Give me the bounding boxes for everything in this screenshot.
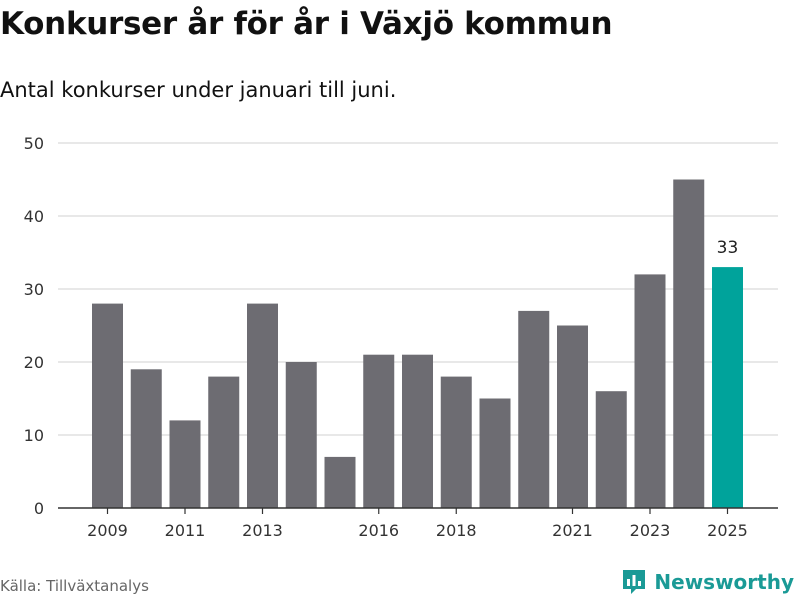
data-label: 33: [717, 238, 739, 258]
bar-2015: [324, 456, 356, 508]
x-tick-label: 2025: [707, 521, 748, 540]
y-tick-label: 30: [24, 280, 44, 299]
x-tick-label: 2023: [630, 521, 671, 540]
bar-2009: [92, 303, 123, 508]
bar-2024: [673, 179, 705, 508]
bar-2023: [634, 274, 666, 508]
y-tick-label: 0: [34, 499, 44, 518]
source-note: Källa: Tillväxtanalys: [0, 577, 149, 595]
x-tick-label: 2016: [358, 521, 399, 540]
chart-subtitle: Antal konkurser under januari till juni.: [0, 78, 397, 102]
bar-2016: [363, 354, 395, 508]
bar-2020: [518, 310, 550, 508]
x-tick-label: 2013: [242, 521, 283, 540]
bar-2013: [247, 303, 278, 508]
bar-2025: [712, 267, 743, 508]
x-tick-label: 2018: [436, 521, 477, 540]
bar-2022: [595, 391, 627, 508]
chart-title: Konkurser år för år i Växjö kommun: [0, 6, 613, 42]
y-tick-label: 20: [24, 353, 44, 372]
bar-2011: [169, 420, 201, 508]
bar-2014: [285, 362, 317, 508]
x-tick-label: 2011: [165, 521, 206, 540]
bar-2010: [130, 369, 162, 508]
bar-2021: [557, 325, 588, 508]
y-tick-label: 10: [24, 426, 44, 445]
bar-chart-logo-icon: [623, 570, 646, 594]
brand-logo: Newsworthy: [621, 568, 794, 596]
bar-2017: [402, 354, 433, 508]
x-tick-label: 2021: [552, 521, 593, 540]
x-tick-label: 2009: [87, 521, 128, 540]
bar-2018: [440, 376, 472, 508]
y-tick-label: 50: [24, 134, 44, 153]
bar-chart: 0 10 20 30 40 50 33 2009 2011 2013 2016 2018 2021 202…: [24, 134, 778, 540]
bar-2019: [479, 398, 511, 508]
bar-2012: [208, 376, 240, 508]
y-tick-label: 40: [24, 207, 44, 226]
brand-name: Newsworthy: [654, 570, 794, 594]
